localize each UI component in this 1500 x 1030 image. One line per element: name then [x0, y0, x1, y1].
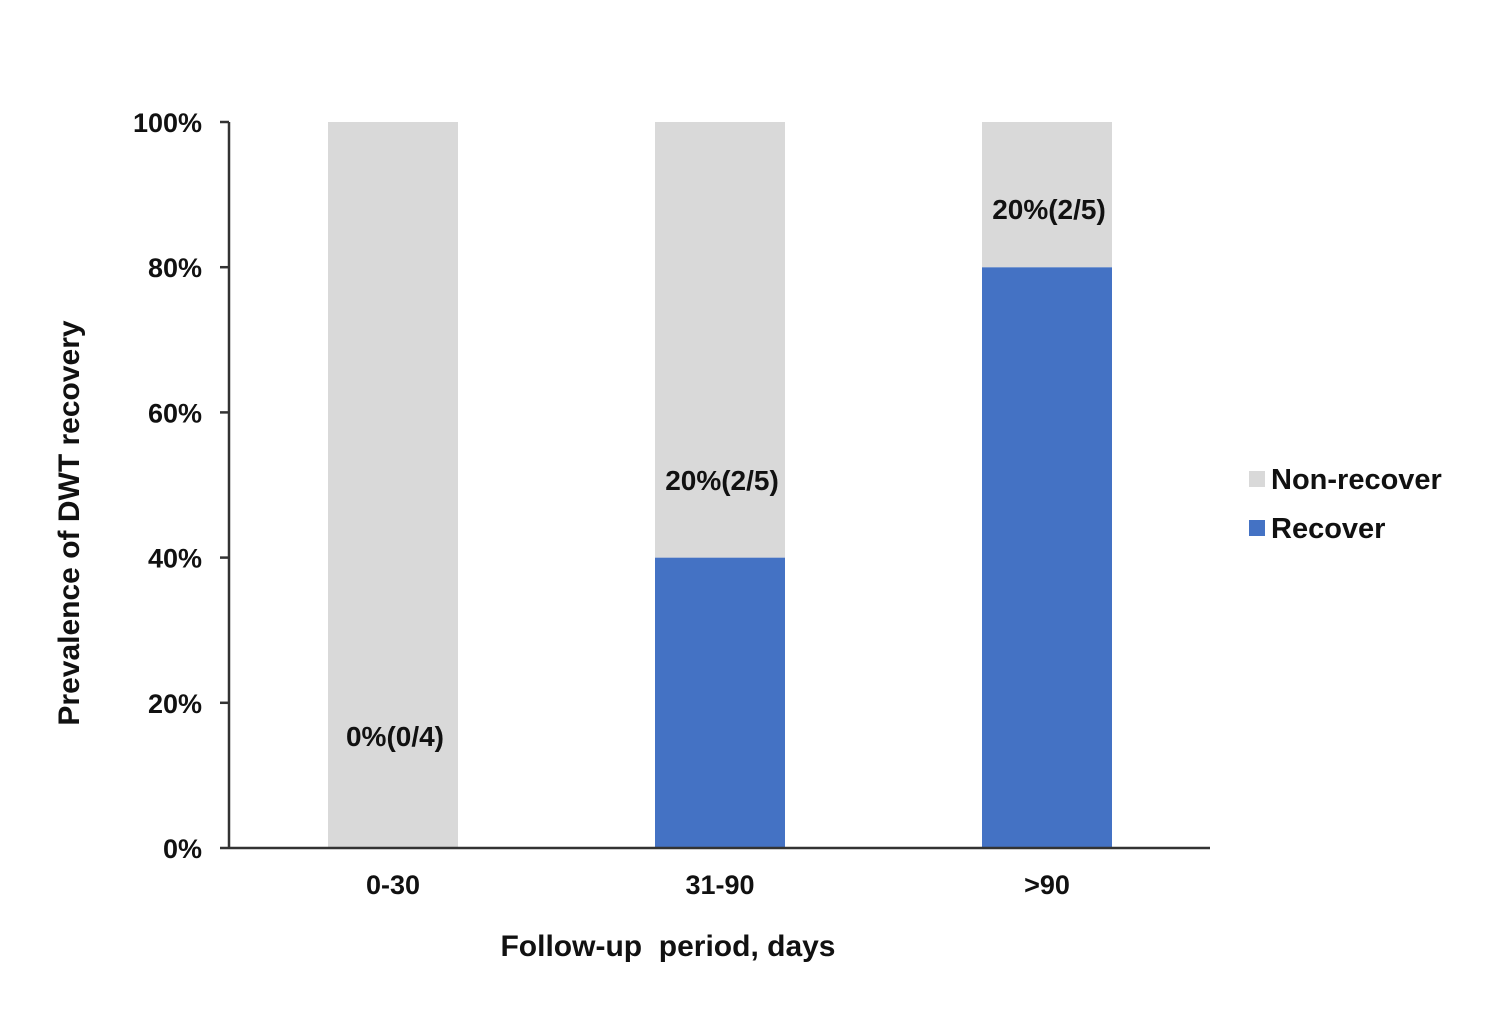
y-tick-label: 20%	[148, 689, 202, 719]
legend-swatch-recover	[1249, 520, 1265, 536]
bar-non-recover-1	[655, 122, 785, 558]
data-label: 0%(0/4)	[346, 721, 444, 752]
x-axis-ticks: 0-30 31-90 >90	[366, 870, 1070, 900]
bar-non-recover-0	[328, 122, 458, 848]
x-tick-label: >90	[1024, 870, 1070, 900]
legend-label-recover: Recover	[1271, 513, 1385, 545]
y-axis-ticks: 0% 20% 40% 60% 80% 100%	[133, 108, 229, 864]
legend-swatch-non-recover	[1249, 471, 1265, 487]
y-tick-label: 0%	[163, 834, 202, 864]
legend: Non-recover Recover	[1249, 464, 1442, 545]
y-tick-label: 60%	[148, 398, 202, 428]
y-tick-label: 40%	[148, 544, 202, 574]
y-axis-title: Prevalence of DWT recovery	[53, 320, 86, 725]
y-tick-label: 100%	[133, 108, 202, 138]
data-label: 20%(2/5)	[992, 194, 1106, 225]
bars	[328, 122, 1112, 848]
x-tick-label: 0-30	[366, 870, 420, 900]
bar-recover-1	[655, 557, 785, 848]
data-label: 20%(2/5)	[665, 465, 779, 496]
x-tick-label: 31-90	[685, 870, 754, 900]
x-axis-title: Follow-up period, days	[500, 930, 835, 963]
y-tick-label: 80%	[148, 253, 202, 283]
bar-non-recover-2	[982, 122, 1112, 268]
bar-recover-2	[982, 267, 1112, 848]
data-labels: 0%(0/4) 20%(2/5) 20%(2/5)	[346, 194, 1106, 752]
legend-label-non-recover: Non-recover	[1271, 464, 1442, 496]
